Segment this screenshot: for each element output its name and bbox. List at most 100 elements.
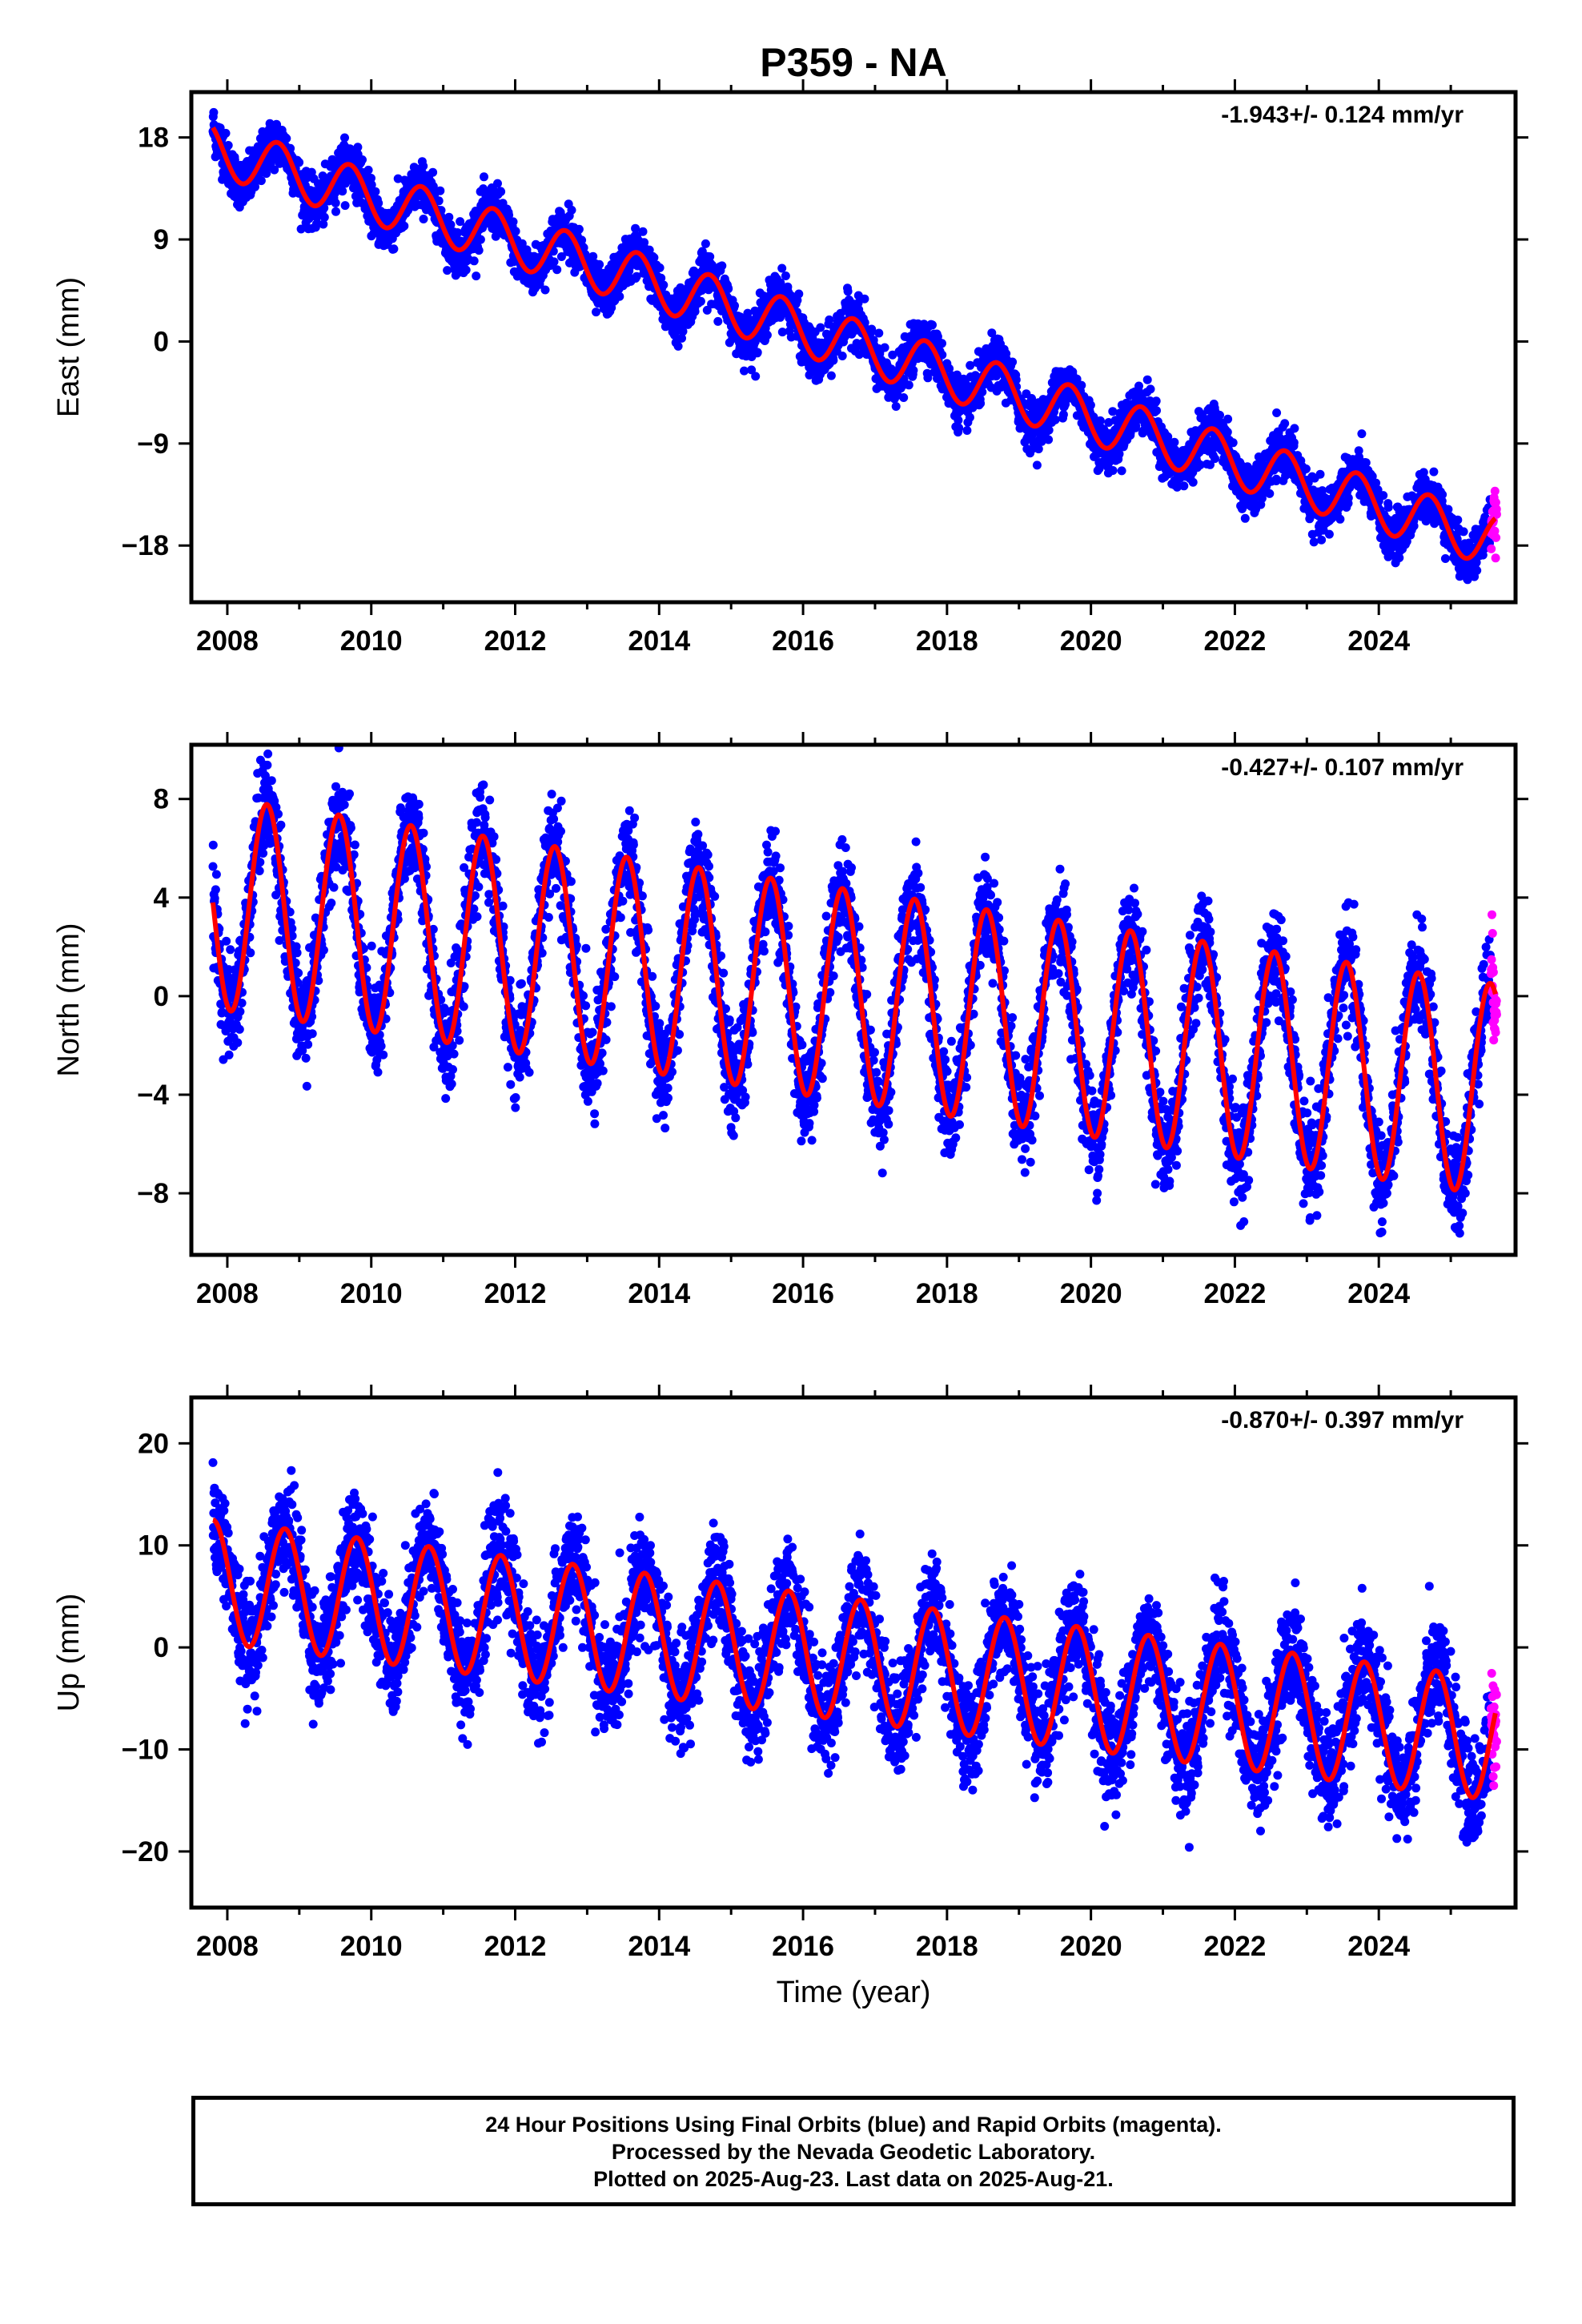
data-point (340, 201, 350, 211)
data-point (338, 187, 347, 196)
data-point (751, 372, 761, 381)
data-point (762, 330, 772, 340)
data-point (1151, 396, 1161, 406)
data-point (777, 263, 787, 273)
data-point (1240, 513, 1250, 523)
data-point (899, 393, 909, 402)
data-point (496, 187, 506, 196)
data-point (1265, 489, 1275, 498)
data-point (928, 320, 937, 330)
data-point (717, 261, 727, 271)
data-point (476, 235, 485, 244)
data-point (659, 280, 669, 290)
data-point (340, 133, 349, 143)
data-point (251, 182, 259, 191)
data-point (221, 128, 231, 138)
data-point (371, 187, 380, 196)
data-point (363, 165, 373, 175)
data-point (209, 107, 219, 117)
data-point (1335, 514, 1345, 524)
data-point (456, 217, 465, 227)
data-point (453, 228, 462, 237)
data-point (954, 423, 964, 432)
chart-panels: 2008 2010 2012 2014 2016 2018 2020 2022 20241890… (52, 79, 1528, 2009)
data-point (1223, 414, 1233, 424)
data-point (358, 155, 367, 164)
data-point (781, 271, 790, 280)
data-point (1142, 375, 1152, 384)
data-point (1357, 429, 1367, 439)
data-point (1211, 454, 1219, 464)
data-point (753, 348, 762, 357)
data-point (649, 253, 659, 263)
data-point (826, 371, 836, 380)
data-point (511, 227, 520, 236)
data-point (1301, 464, 1311, 473)
figure-title: P359 - NA (760, 40, 946, 85)
data-point (1077, 380, 1086, 390)
data-point (389, 244, 399, 254)
data-point (1289, 438, 1299, 448)
data-point (1272, 408, 1282, 417)
data-point (319, 219, 328, 229)
data-point (1032, 460, 1042, 470)
data-point (296, 224, 306, 234)
data-point (1179, 481, 1189, 491)
data-point (480, 172, 488, 182)
data-point (1152, 406, 1161, 416)
data-point (962, 426, 972, 435)
data-point (567, 205, 576, 215)
data-point (690, 307, 700, 316)
data-point (574, 224, 584, 234)
data-point (1188, 477, 1198, 487)
data-point (825, 315, 834, 324)
panel-east: 2008 2010 2012 2014 2016 2018 2020 2022 20241890… (52, 79, 1528, 657)
data-point (696, 296, 705, 306)
data-point (1086, 400, 1095, 410)
data-point (1440, 554, 1450, 563)
data-point (400, 221, 409, 231)
data-point (655, 263, 665, 272)
data-point (816, 323, 825, 332)
data-point (829, 356, 838, 365)
data-point (223, 141, 233, 150)
data-point (393, 174, 403, 183)
data-point (1223, 428, 1232, 436)
data-point (319, 212, 329, 222)
data-point (1438, 490, 1447, 500)
data-point (1383, 503, 1393, 512)
data-point (965, 412, 974, 422)
data-point (331, 199, 340, 207)
data-point (444, 212, 454, 222)
data-point (331, 207, 340, 216)
data-point (540, 285, 550, 295)
data-point (954, 416, 963, 425)
data-point (314, 179, 323, 188)
data-point (552, 265, 562, 275)
data-point (1379, 491, 1388, 501)
data-point (1409, 521, 1419, 531)
data-point (1044, 435, 1054, 444)
data-point (374, 199, 383, 208)
data-point (472, 271, 481, 281)
data-point (631, 223, 640, 233)
data-point (493, 179, 502, 188)
data-point (446, 220, 456, 230)
data-point (909, 366, 918, 375)
data-point (837, 352, 847, 360)
data-point (880, 343, 889, 352)
data-point (1280, 419, 1290, 428)
data-point (874, 328, 884, 338)
data-point (843, 287, 853, 296)
data-point (794, 289, 804, 299)
data-point (724, 284, 733, 294)
data-point (638, 227, 648, 236)
data-point (1146, 384, 1155, 394)
data-point (976, 399, 986, 408)
data-point (469, 256, 479, 266)
data-point (367, 174, 375, 183)
data-point (1453, 515, 1463, 525)
data-point (1324, 529, 1334, 539)
data-point (367, 180, 376, 190)
